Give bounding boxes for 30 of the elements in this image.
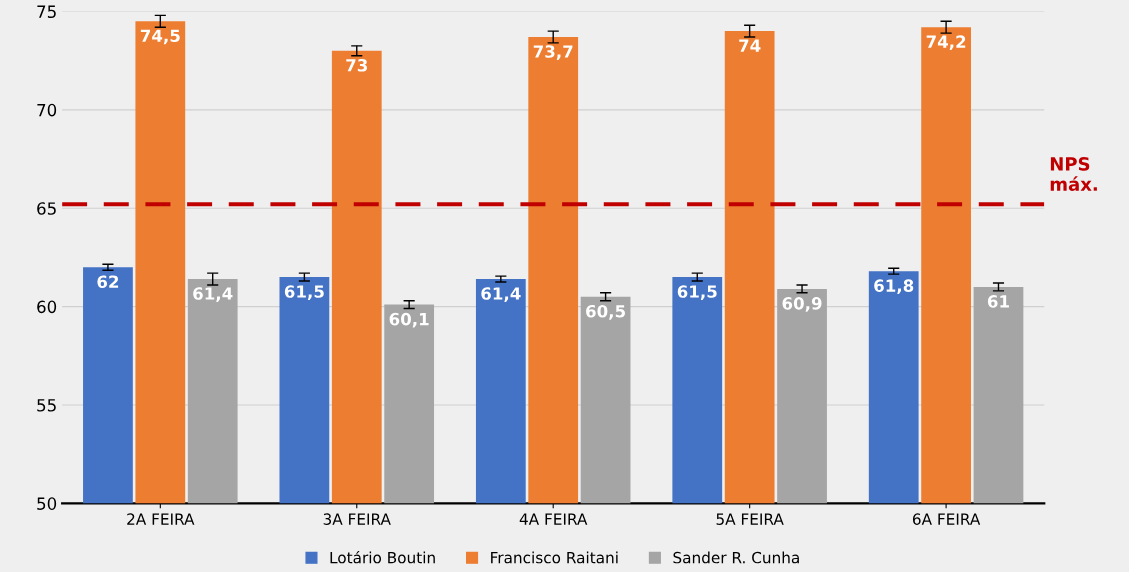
data-label: 61,4 — [481, 287, 521, 302]
x-tick-label: 5A FEIRA — [716, 513, 784, 525]
y-tick-label: 75 — [37, 5, 56, 19]
data-label: 61 — [987, 295, 1009, 308]
data-label: 61,4 — [193, 287, 233, 302]
ref-line-label: NPS máx. — [1050, 157, 1097, 191]
x-tick-label: 3A FEIRA — [323, 513, 391, 525]
data-label: 62 — [97, 275, 119, 289]
data-label: 74 — [739, 39, 761, 52]
legend-label: Francisco Raitani — [491, 551, 618, 564]
y-tick-label: 70 — [37, 103, 57, 117]
data-label: 74,2 — [926, 35, 966, 51]
y-tick-label: 55 — [37, 399, 56, 412]
y-tick-label: 50 — [37, 497, 57, 510]
data-label: 73,7 — [533, 45, 573, 60]
data-label: 60,5 — [586, 304, 625, 320]
legend-label: Sander R. Cunha — [673, 551, 799, 564]
x-tick-label: 6A FEIRA — [912, 513, 981, 525]
data-label: 61,5 — [284, 285, 324, 300]
data-label: 60,1 — [389, 312, 429, 328]
y-tick-label: 60 — [37, 300, 57, 314]
legend-label: Lotário Boutin — [330, 550, 435, 564]
data-label: 61,5 — [677, 285, 717, 300]
x-tick-label: 2A FEIRA — [127, 513, 195, 525]
data-label: 74,5 — [140, 29, 180, 45]
data-label: 61,8 — [874, 279, 914, 295]
data-label: 60,9 — [782, 297, 822, 312]
x-tick-label: 4A FEIRA — [519, 513, 588, 525]
data-label: 73 — [346, 58, 368, 72]
y-tick-label: 65 — [37, 202, 56, 215]
